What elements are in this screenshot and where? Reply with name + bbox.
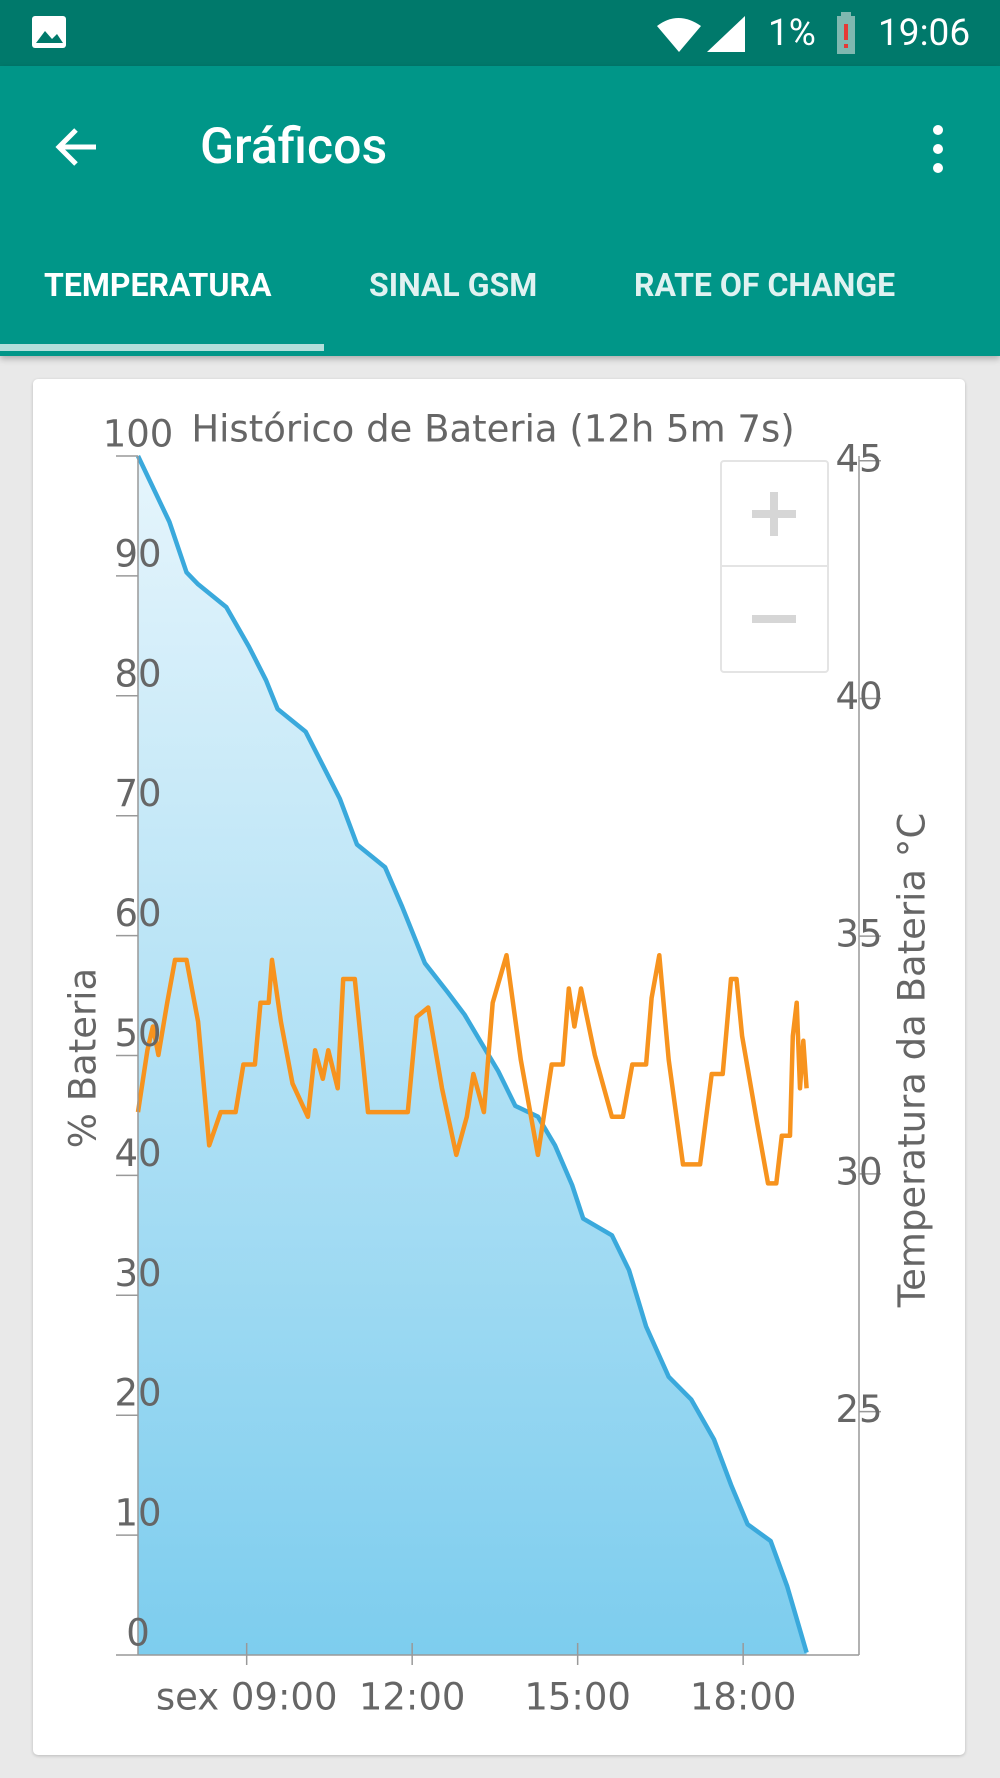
x-tick-label: 18:00 bbox=[690, 1676, 797, 1719]
y-tick-label: 10 bbox=[114, 1492, 161, 1535]
y-axis-label: % Bateria bbox=[62, 968, 105, 1148]
app-bar: Gráficos TEMPERATURA SINAL GSM RATE OF C… bbox=[0, 66, 1000, 356]
app-title: Gráficos bbox=[200, 118, 388, 176]
y2-tick-label: 40 bbox=[835, 675, 882, 718]
tab-indicator bbox=[0, 344, 324, 351]
x-tick-label: 12:00 bbox=[359, 1676, 466, 1719]
y2-tick-label: 25 bbox=[835, 1388, 882, 1431]
y-tick-label: 90 bbox=[114, 532, 161, 575]
signal-icons bbox=[657, 16, 745, 52]
gallery-icon bbox=[32, 16, 66, 48]
battery-icon bbox=[837, 12, 855, 54]
zoom-in[interactable] bbox=[752, 492, 796, 536]
y2-tick-label: 35 bbox=[835, 913, 882, 956]
y-tick-label: 40 bbox=[114, 1132, 161, 1175]
zoom-controls bbox=[720, 460, 829, 673]
y-tick-label: 20 bbox=[114, 1372, 161, 1415]
chart-title: Histórico de Bateria (12h 5m 7s) bbox=[191, 408, 794, 451]
y-tick-label: 30 bbox=[114, 1252, 161, 1295]
status-bar: 1% 19:06 bbox=[0, 0, 1000, 66]
x-tick-label: sex 09:00 bbox=[156, 1676, 338, 1719]
y-tick-label: 0 bbox=[126, 1612, 150, 1655]
y-tick-label: 100 bbox=[103, 413, 174, 456]
y-tick-label: 80 bbox=[114, 652, 161, 695]
y-tick-label: 70 bbox=[114, 772, 161, 815]
back-button[interactable] bbox=[52, 122, 102, 172]
y2-tick-label: 45 bbox=[835, 437, 882, 480]
tab[interactable]: RATE OF CHANGE bbox=[634, 266, 896, 304]
area bbox=[138, 456, 807, 1655]
x-tick-label: 15:00 bbox=[524, 1676, 631, 1719]
overflow-menu[interactable] bbox=[928, 122, 948, 176]
tab[interactable]: SINAL GSM bbox=[369, 266, 538, 304]
y-tick-label: 50 bbox=[114, 1012, 161, 1055]
y2-axis-label: Temperatura da Bateria °C bbox=[891, 813, 934, 1308]
tab[interactable]: TEMPERATURA bbox=[44, 266, 272, 304]
clock: 19:06 bbox=[878, 12, 971, 55]
battery-percent: 1% bbox=[768, 12, 816, 55]
y-tick-label: 60 bbox=[114, 892, 161, 935]
line bbox=[135, 952, 809, 1186]
y2-tick-label: 30 bbox=[835, 1150, 882, 1193]
